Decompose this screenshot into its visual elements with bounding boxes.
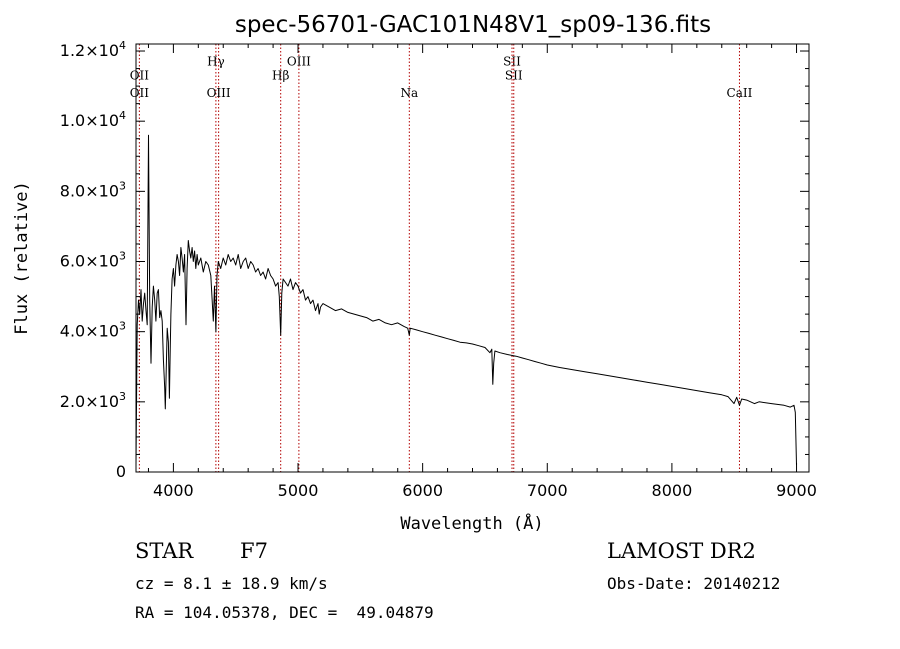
- y-tick-label: 1.0×104: [60, 109, 126, 130]
- y-tick-mantissa: 1.0×10: [60, 111, 119, 130]
- spectrum-line: [135, 134, 797, 466]
- y-tick-mantissa: 8.0×10: [60, 181, 119, 200]
- y-tick-exponent: 3: [119, 390, 126, 403]
- y-axis-label: Flux (relative): [12, 181, 32, 335]
- y-tick-exponent: 3: [119, 179, 126, 192]
- y-tick-mantissa: 0: [116, 462, 126, 481]
- x-axis-label: Wavelength (Å): [400, 512, 543, 534]
- y-tick-label: 4.0×103: [60, 320, 126, 341]
- subclass: F7: [240, 539, 268, 563]
- y-tick-label: 0: [116, 462, 126, 481]
- line-label: Na: [400, 86, 418, 100]
- survey-name: LAMOST DR2: [607, 539, 756, 563]
- y-tick-mantissa: 4.0×10: [60, 322, 119, 341]
- line-label: Hγ: [207, 55, 225, 69]
- y-tick-label: 6.0×103: [60, 250, 126, 271]
- line-label: SII: [503, 55, 521, 69]
- y-tick-exponent: 4: [119, 109, 126, 122]
- y-axis: 02.0×1034.0×1036.0×1038.0×1031.0×1041.2×…: [60, 39, 809, 481]
- x-tick-label: 6000: [402, 481, 443, 500]
- coordinates: RA = 104.05378, DEC = 49.04879: [135, 603, 434, 622]
- y-tick-label: 1.2×104: [60, 39, 126, 60]
- line-label: Hβ: [272, 69, 289, 83]
- redshift-text: cz = 8.1 ± 18.9 km/s: [135, 574, 328, 593]
- x-tick-label: 8000: [652, 481, 693, 500]
- y-tick-exponent: 4: [119, 39, 126, 52]
- chart-title: spec-56701-GAC101N48V1_sp09-136.fits: [235, 12, 711, 38]
- line-label: OIII: [287, 55, 311, 69]
- y-tick-mantissa: 2.0×10: [60, 392, 119, 411]
- y-tick-label: 2.0×103: [60, 390, 126, 411]
- line-label: CaII: [727, 86, 753, 100]
- x-axis: 4000 5000 6000 7000 8000 9000: [147, 44, 817, 500]
- line-label: OIII: [207, 86, 231, 100]
- y-tick-label: 8.0×103: [60, 179, 126, 200]
- object-class: STAR: [135, 539, 194, 563]
- x-tick-label: 5000: [278, 481, 319, 500]
- y-tick-exponent: 3: [119, 320, 126, 333]
- y-tick-exponent: 3: [119, 250, 126, 263]
- obs-date: Obs-Date: 20140212: [607, 574, 781, 593]
- line-label: OII: [130, 69, 150, 83]
- x-tick-label: 7000: [527, 481, 568, 500]
- y-tick-mantissa: 6.0×10: [60, 252, 119, 271]
- x-tick-label: 9000: [776, 481, 817, 500]
- line-label: OII: [130, 86, 150, 100]
- x-tick-label: 4000: [153, 481, 194, 500]
- line-label: SII: [505, 69, 523, 83]
- y-tick-mantissa: 1.2×10: [60, 41, 119, 60]
